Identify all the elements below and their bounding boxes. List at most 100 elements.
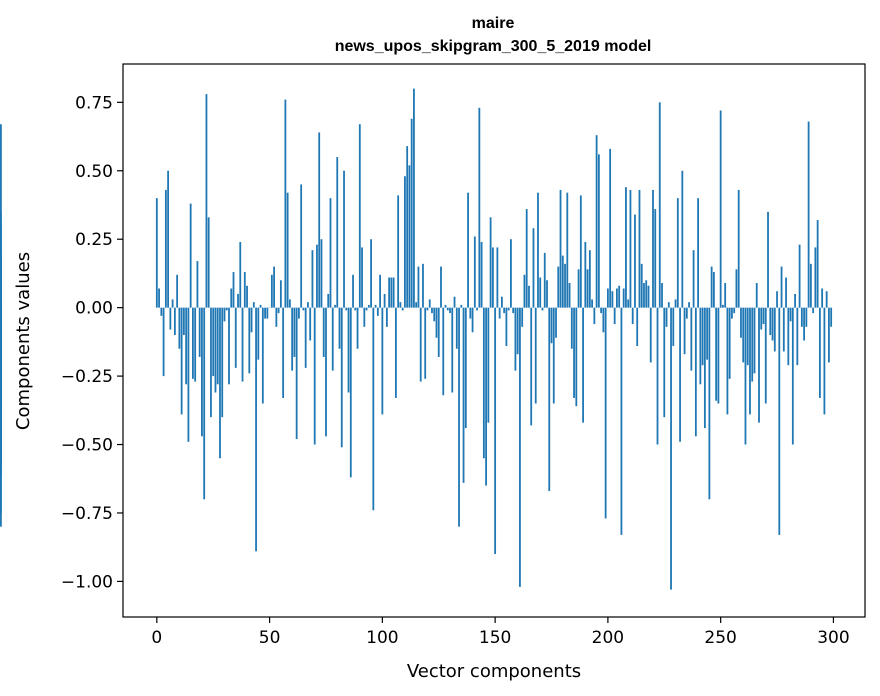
bar [528, 285, 530, 308]
bar [449, 307, 451, 314]
bar [311, 250, 314, 308]
bar [250, 307, 253, 333]
bar [440, 266, 442, 308]
bar [394, 307, 397, 398]
bar [532, 228, 535, 308]
bar [701, 307, 704, 366]
bar [286, 192, 289, 308]
bar [818, 307, 821, 398]
bar [665, 307, 668, 327]
bar [435, 307, 438, 338]
bar [476, 307, 478, 311]
bar [575, 307, 578, 407]
bar [753, 307, 756, 374]
y-tick-label: 0.25 [75, 230, 113, 250]
bar [697, 198, 699, 308]
bar [399, 302, 402, 308]
bar [676, 198, 679, 308]
bar [555, 307, 557, 338]
bar [564, 263, 566, 308]
bar [431, 307, 433, 314]
bar [649, 307, 652, 363]
bar [331, 307, 334, 371]
bar [728, 307, 731, 379]
bar [823, 307, 826, 415]
bar [821, 288, 824, 308]
bar [243, 272, 246, 308]
bar [288, 299, 291, 308]
bar [480, 241, 483, 308]
bar [340, 307, 343, 448]
bar [487, 307, 490, 423]
bar [322, 307, 325, 357]
bar [178, 307, 181, 349]
bar [771, 307, 774, 341]
bar [228, 307, 230, 385]
bar [379, 274, 381, 308]
bar [212, 307, 215, 377]
bar [814, 247, 817, 308]
bar [171, 299, 174, 308]
bar [230, 288, 233, 308]
bar [656, 307, 659, 445]
bar [503, 307, 506, 314]
bar [654, 209, 657, 308]
bar [370, 239, 372, 308]
bar [313, 307, 316, 445]
bar [631, 307, 634, 325]
bar [622, 288, 625, 308]
bar [692, 250, 695, 308]
bar [764, 307, 767, 404]
bar [597, 154, 600, 308]
chart-title: maire [472, 15, 515, 32]
bar-series [0, 88, 833, 590]
chart-subtitle: news_upos_skipgram_300_5_2019 model [335, 38, 652, 55]
bar [327, 293, 330, 308]
bar [586, 269, 589, 308]
bar [155, 198, 158, 308]
y-axis: −1.00 −0.75 −0.50 −0.25 0.00 0.25 0.50 0.75 [61, 93, 123, 592]
bar [282, 307, 285, 398]
x-tick-label: 0 [151, 628, 162, 648]
bar [507, 307, 510, 311]
bar [681, 170, 684, 308]
bar [318, 132, 321, 308]
x-tick-label: 100 [366, 628, 398, 648]
bar [358, 124, 361, 308]
bar [464, 307, 467, 429]
bar [584, 241, 587, 308]
bar [187, 307, 190, 442]
bar [548, 307, 551, 492]
bar [791, 307, 794, 445]
bar [234, 307, 237, 368]
bar [216, 307, 219, 385]
bar [735, 269, 738, 308]
bar [582, 307, 584, 423]
bar [751, 307, 754, 382]
bar [525, 209, 528, 308]
bar [703, 307, 706, 429]
bar [588, 250, 591, 308]
bar [512, 307, 515, 314]
bar [248, 307, 251, 374]
bar [794, 293, 796, 308]
bar [302, 307, 305, 311]
bar [367, 304, 370, 308]
bar [749, 307, 751, 415]
bar [320, 239, 323, 308]
bar [830, 307, 833, 327]
bar [807, 121, 810, 308]
bar [482, 307, 485, 459]
bar [356, 307, 359, 349]
bar [422, 263, 424, 308]
bar [298, 307, 300, 319]
bar [433, 307, 436, 322]
bar [309, 307, 312, 341]
bar [295, 307, 298, 440]
bar [634, 214, 636, 308]
bar [219, 307, 221, 459]
bar [426, 307, 429, 311]
bar [825, 291, 828, 308]
bar [789, 307, 792, 322]
